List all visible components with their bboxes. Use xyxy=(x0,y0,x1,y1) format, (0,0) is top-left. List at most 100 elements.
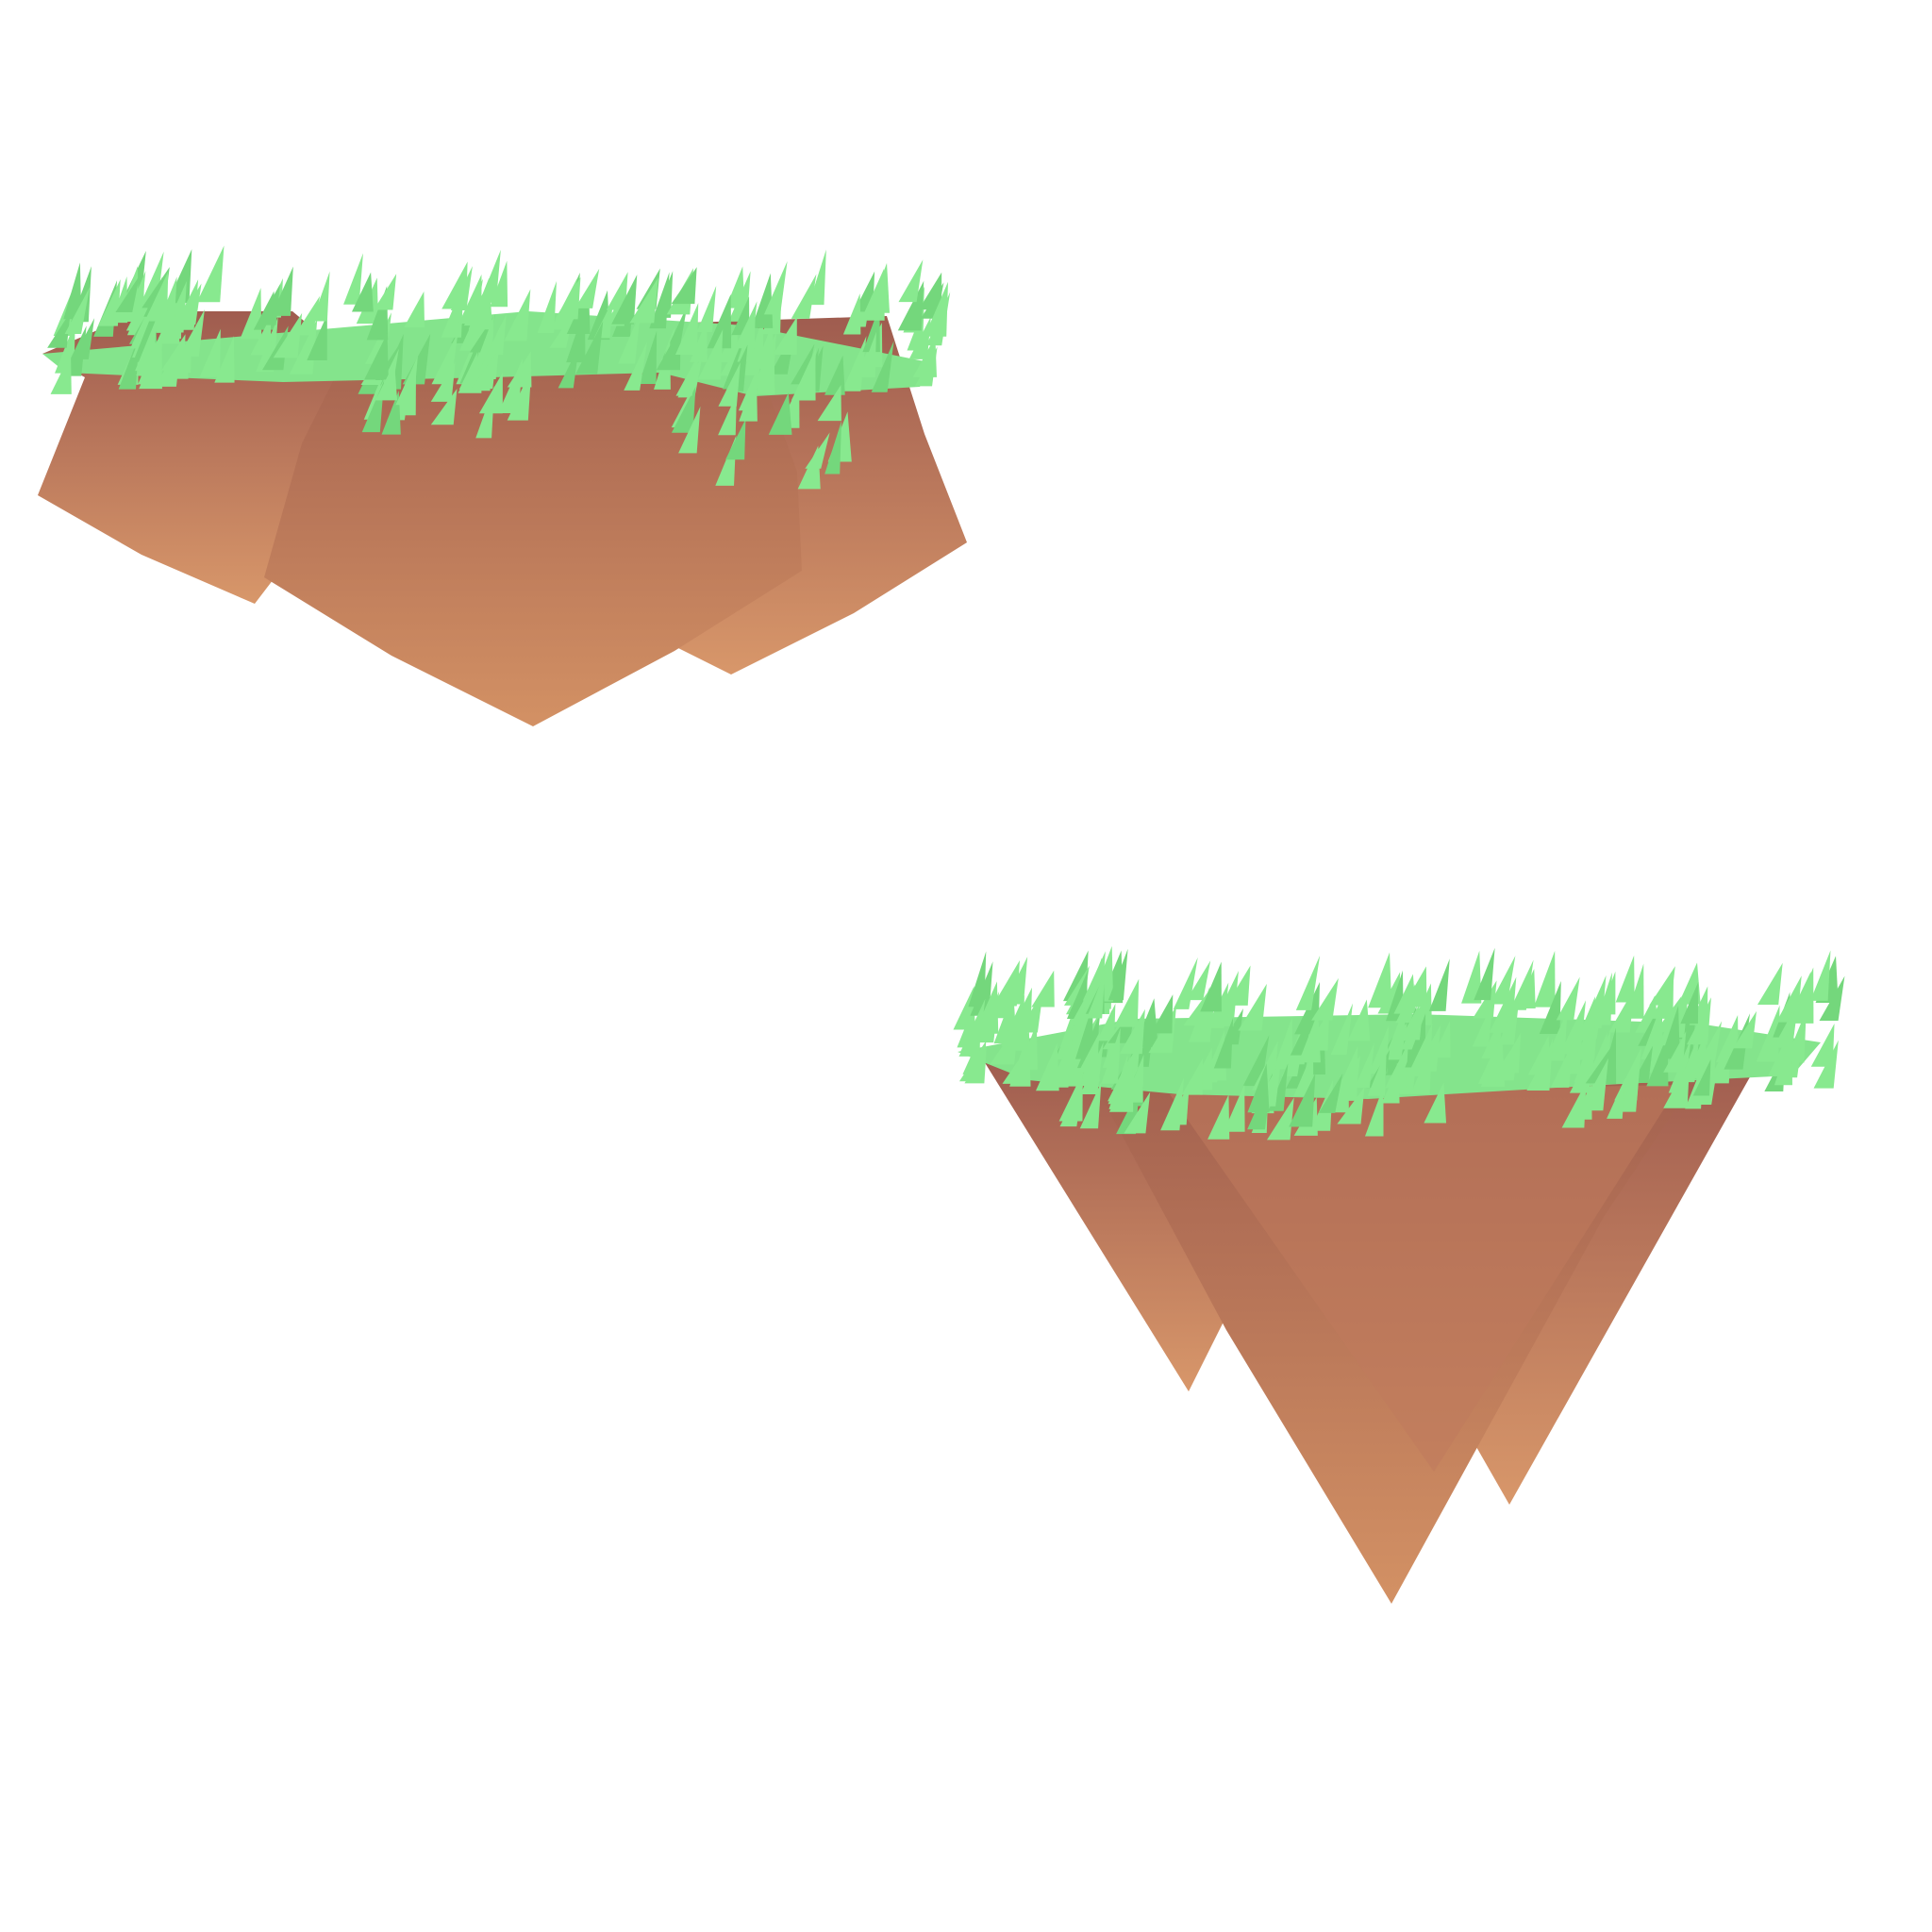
grass-blade xyxy=(1085,976,1105,1014)
grass-blade xyxy=(271,266,293,316)
island-rock-left xyxy=(38,311,349,604)
grass-blade xyxy=(63,262,82,320)
grass-blade xyxy=(1680,981,1699,1024)
grass-blade xyxy=(1402,966,1427,1008)
grass-blade xyxy=(898,259,924,303)
grass-blade xyxy=(918,272,942,310)
grass-blade xyxy=(1773,991,1790,1038)
grass-blade xyxy=(968,951,987,1008)
grass-blade xyxy=(1084,958,1105,1004)
grass-blade xyxy=(1225,965,1251,1006)
grass-blade xyxy=(1091,973,1110,1014)
grass-blade xyxy=(1001,994,1024,1047)
grass-blade xyxy=(897,280,924,331)
grass-blade xyxy=(64,287,91,334)
grass-blade xyxy=(311,271,330,322)
grass-blade xyxy=(1490,956,1516,1005)
grass-blade xyxy=(920,282,944,319)
grass-blade xyxy=(1516,969,1536,1008)
grass-blade xyxy=(121,266,139,308)
grass-blade xyxy=(71,266,92,323)
grass-blade xyxy=(141,251,164,304)
grass-blade xyxy=(1018,991,1043,1033)
grass-blade xyxy=(53,291,75,336)
grass-blade xyxy=(1066,970,1089,1020)
grass-blade xyxy=(110,275,128,324)
grass-blade xyxy=(957,1006,975,1048)
grass-blade xyxy=(1031,970,1055,1008)
grass-blade xyxy=(1062,950,1089,1002)
grass-blade xyxy=(970,961,993,1016)
grass-blade xyxy=(1003,957,1028,1005)
grass-blade xyxy=(860,268,885,321)
grass-blade xyxy=(1386,970,1404,1022)
grass-blade xyxy=(908,316,931,359)
grass-blade xyxy=(1461,950,1482,1004)
grass-blade xyxy=(167,249,192,304)
grass-blade xyxy=(1099,950,1124,1004)
grass-blade xyxy=(975,991,1000,1043)
grass-blade xyxy=(343,253,363,305)
grass-blade xyxy=(992,959,1020,1007)
grass-blade xyxy=(490,260,508,308)
grass-blade xyxy=(1810,950,1831,1001)
grass-blade xyxy=(666,268,694,315)
grass-blade xyxy=(1615,955,1635,1003)
grass-blade xyxy=(953,986,975,1030)
grass-blade xyxy=(854,271,875,312)
grass-blade xyxy=(555,276,581,320)
grass-blade xyxy=(728,271,751,322)
grass-blade xyxy=(1377,972,1401,1014)
grass-blade xyxy=(575,268,600,308)
grass-blade xyxy=(1757,962,1783,1006)
island-spike-back xyxy=(1170,1085,1679,1472)
grass-blade xyxy=(479,249,501,303)
grass-blade xyxy=(1652,971,1674,1019)
grass-blade xyxy=(1473,980,1497,1019)
grass-blade xyxy=(356,277,379,325)
grass-blade xyxy=(1813,1040,1839,1089)
grass-blade xyxy=(1368,952,1392,1008)
grass-blade xyxy=(123,275,145,318)
grass-blade xyxy=(1775,975,1802,1023)
grass-blade xyxy=(974,981,999,1034)
grass-blade xyxy=(1792,972,1811,1008)
grass-blade xyxy=(725,266,745,308)
floating-island-spiked xyxy=(953,945,1845,1604)
grass-blade xyxy=(1083,966,1107,1006)
grass-blade xyxy=(1173,957,1198,1009)
grass-blade xyxy=(926,291,951,346)
grass-blade xyxy=(1186,960,1211,1001)
grass-blade xyxy=(1010,987,1032,1030)
grass-blade xyxy=(97,278,121,326)
grass-blade xyxy=(1082,951,1106,1001)
grass-blade xyxy=(1625,963,1644,1019)
grass-blade xyxy=(1556,976,1580,1021)
grass-blade xyxy=(1311,977,1339,1021)
grass-blade xyxy=(115,275,141,312)
grass-blade xyxy=(1393,974,1416,1014)
grass-blade xyxy=(1200,961,1222,1012)
grass-blade xyxy=(1086,971,1106,1019)
grass-blade xyxy=(924,281,948,337)
grass-blade xyxy=(1815,956,1839,1004)
grass-blade xyxy=(1065,975,1089,1015)
grass-blade xyxy=(654,271,674,318)
grass-blade xyxy=(374,274,397,310)
grass-blade xyxy=(867,262,891,313)
grass-blade xyxy=(1594,972,1612,1025)
grass-blade xyxy=(1474,947,1495,1001)
grass-blade xyxy=(441,261,468,309)
grass-blade xyxy=(1599,971,1616,1015)
grass-blade xyxy=(671,267,697,305)
grass-blade xyxy=(143,276,163,317)
grass-blade xyxy=(196,245,225,303)
grass-blade xyxy=(808,249,826,306)
grass-blade xyxy=(351,272,374,312)
grass-blade xyxy=(903,286,924,333)
grass-blade xyxy=(120,250,146,305)
grass-blade xyxy=(993,991,1017,1044)
grass-blade xyxy=(47,311,71,348)
grass-blade xyxy=(1295,955,1321,1010)
